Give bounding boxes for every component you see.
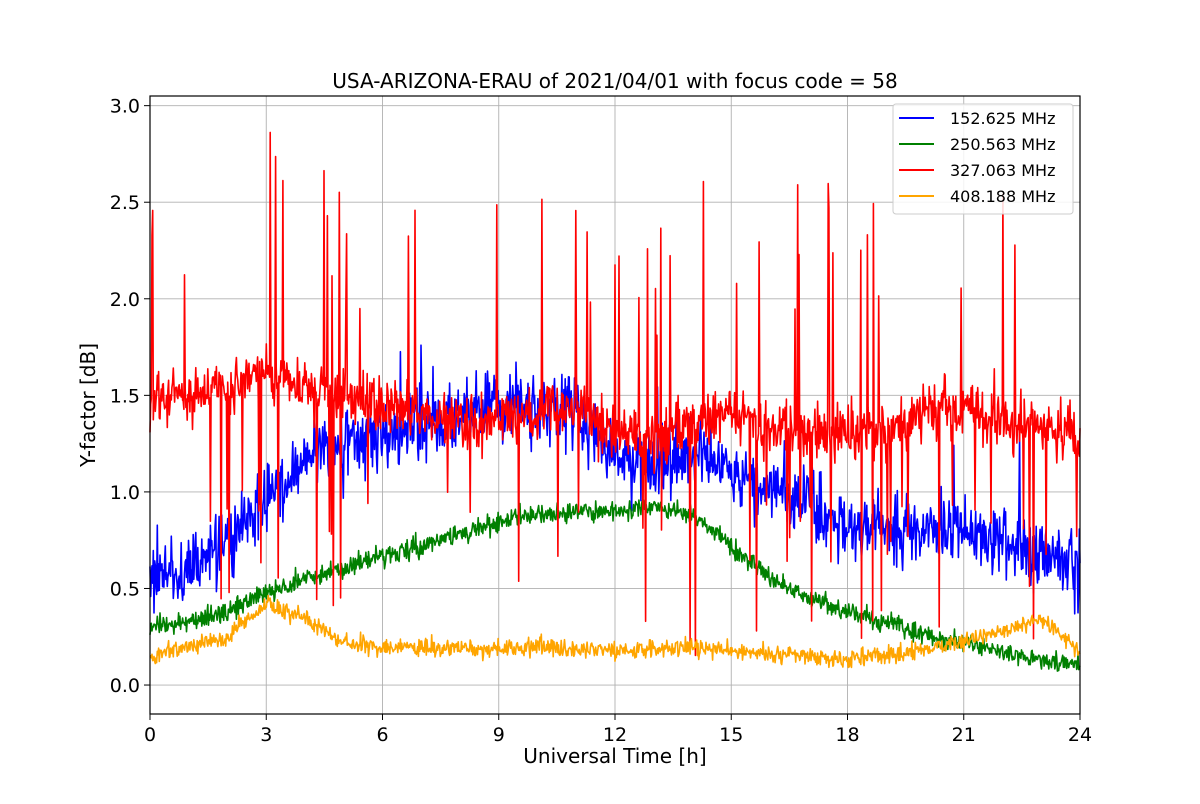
y-tick-label: 3.0: [110, 96, 140, 118]
x-tick-label: 6: [376, 724, 388, 746]
series-lines: [149, 131, 1081, 672]
x-tick-label: 9: [493, 724, 505, 746]
y-tick-label: 1.5: [110, 385, 140, 407]
legend: 152.625 MHz 250.563 MHz 327.063 MHz 408.188…: [892, 103, 1074, 215]
x-axis-ticks: 0 3 6 9 12 15 18 21 24: [144, 714, 1092, 746]
series-line: [149, 594, 1081, 669]
x-tick-label: 3: [260, 724, 272, 746]
series-line: [149, 344, 1081, 615]
y-tick-label: 2.0: [110, 289, 140, 311]
x-tick-label: 18: [835, 724, 859, 746]
y-axis-label: Y-factor [dB]: [76, 343, 100, 468]
legend-box: [892, 103, 1074, 215]
legend-label: 152.625 MHz: [950, 109, 1055, 128]
x-axis-label: Universal Time [h]: [523, 744, 706, 768]
y-tick-label: 1.0: [110, 482, 140, 504]
legend-label: 250.563 MHz: [950, 135, 1055, 154]
legend-label: 408.188 MHz: [950, 187, 1055, 206]
series-line: [149, 499, 1081, 672]
y-tick-label: 0.0: [110, 675, 140, 697]
x-tick-label: 24: [1068, 724, 1092, 746]
x-tick-label: 12: [603, 724, 627, 746]
y-tick-label: 2.5: [110, 192, 140, 214]
legend-label: 327.063 MHz: [950, 161, 1055, 180]
x-tick-label: 21: [952, 724, 976, 746]
series-line: [149, 131, 1081, 657]
y-axis-ticks: 0.0 0.5 1.0 1.5 2.0 2.5 3.0: [110, 96, 150, 697]
x-tick-label: 0: [144, 724, 156, 746]
x-tick-label: 15: [719, 724, 743, 746]
chart-title: USA-ARIZONA-ERAU of 2021/04/01 with focu…: [332, 69, 897, 93]
y-tick-label: 0.5: [110, 578, 140, 600]
